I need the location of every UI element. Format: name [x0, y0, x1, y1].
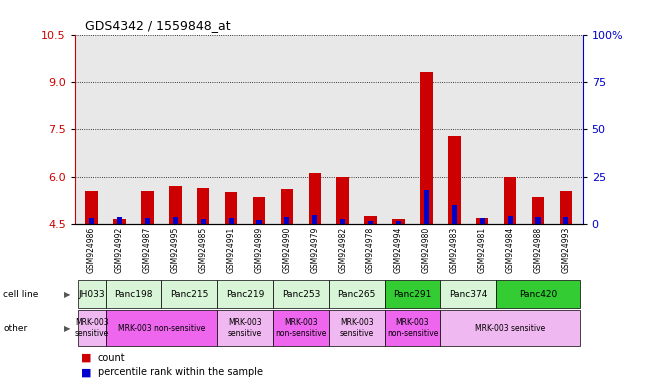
Bar	[225, 192, 238, 224]
Text: GDS4342 / 1559848_at: GDS4342 / 1559848_at	[85, 19, 230, 32]
Bar	[563, 217, 568, 224]
Bar	[532, 197, 544, 224]
Text: Panc198: Panc198	[114, 290, 153, 299]
Bar	[229, 218, 234, 224]
Bar	[560, 191, 572, 224]
Bar	[281, 189, 293, 224]
Text: Panc420: Panc420	[519, 290, 557, 299]
Text: ▶: ▶	[64, 290, 70, 299]
Bar	[340, 219, 345, 224]
Bar	[368, 221, 373, 224]
Bar	[309, 174, 321, 224]
Text: MRK-003
non-sensitive: MRK-003 non-sensitive	[387, 318, 438, 338]
Bar	[508, 217, 512, 224]
Bar	[312, 215, 317, 224]
Bar	[452, 205, 457, 224]
Bar	[201, 219, 206, 224]
Text: percentile rank within the sample: percentile rank within the sample	[98, 367, 262, 377]
Bar	[113, 219, 126, 224]
Bar	[256, 220, 262, 224]
Text: cell line: cell line	[3, 290, 38, 299]
Text: Panc374: Panc374	[449, 290, 488, 299]
Text: Panc219: Panc219	[226, 290, 264, 299]
Bar	[284, 217, 290, 224]
Bar	[480, 218, 485, 224]
Text: Panc215: Panc215	[170, 290, 208, 299]
Text: Panc265: Panc265	[337, 290, 376, 299]
Bar	[253, 197, 266, 224]
Bar	[117, 217, 122, 224]
Bar	[424, 190, 429, 224]
Bar	[476, 218, 488, 224]
Text: MRK-003 sensitive: MRK-003 sensitive	[475, 324, 546, 333]
Text: ▶: ▶	[64, 324, 70, 333]
Text: MRK-003
non-sensitive: MRK-003 non-sensitive	[275, 318, 327, 338]
Text: MRK-003
sensitive: MRK-003 sensitive	[228, 318, 262, 338]
Bar	[365, 216, 377, 224]
Bar	[145, 218, 150, 224]
Text: MRK-003
sensitive: MRK-003 sensitive	[340, 318, 374, 338]
Text: JH033: JH033	[78, 290, 105, 299]
Bar	[392, 219, 405, 224]
Bar	[420, 73, 433, 224]
Text: other: other	[3, 324, 27, 333]
Bar	[197, 188, 210, 224]
Bar	[141, 191, 154, 224]
Bar	[536, 217, 540, 224]
Bar	[504, 177, 516, 224]
Text: Panc291: Panc291	[393, 290, 432, 299]
Bar	[85, 191, 98, 224]
Bar	[396, 221, 401, 224]
Text: Panc253: Panc253	[282, 290, 320, 299]
Text: MRK-003
sensitive: MRK-003 sensitive	[74, 318, 109, 338]
Bar	[173, 217, 178, 224]
Bar	[448, 136, 461, 224]
Text: MRK-003 non-sensitive: MRK-003 non-sensitive	[118, 324, 205, 333]
Bar	[337, 177, 349, 224]
Text: ■: ■	[81, 367, 92, 377]
Bar	[89, 218, 94, 224]
Text: count: count	[98, 353, 125, 363]
Bar	[169, 186, 182, 224]
Text: ■: ■	[81, 353, 92, 363]
